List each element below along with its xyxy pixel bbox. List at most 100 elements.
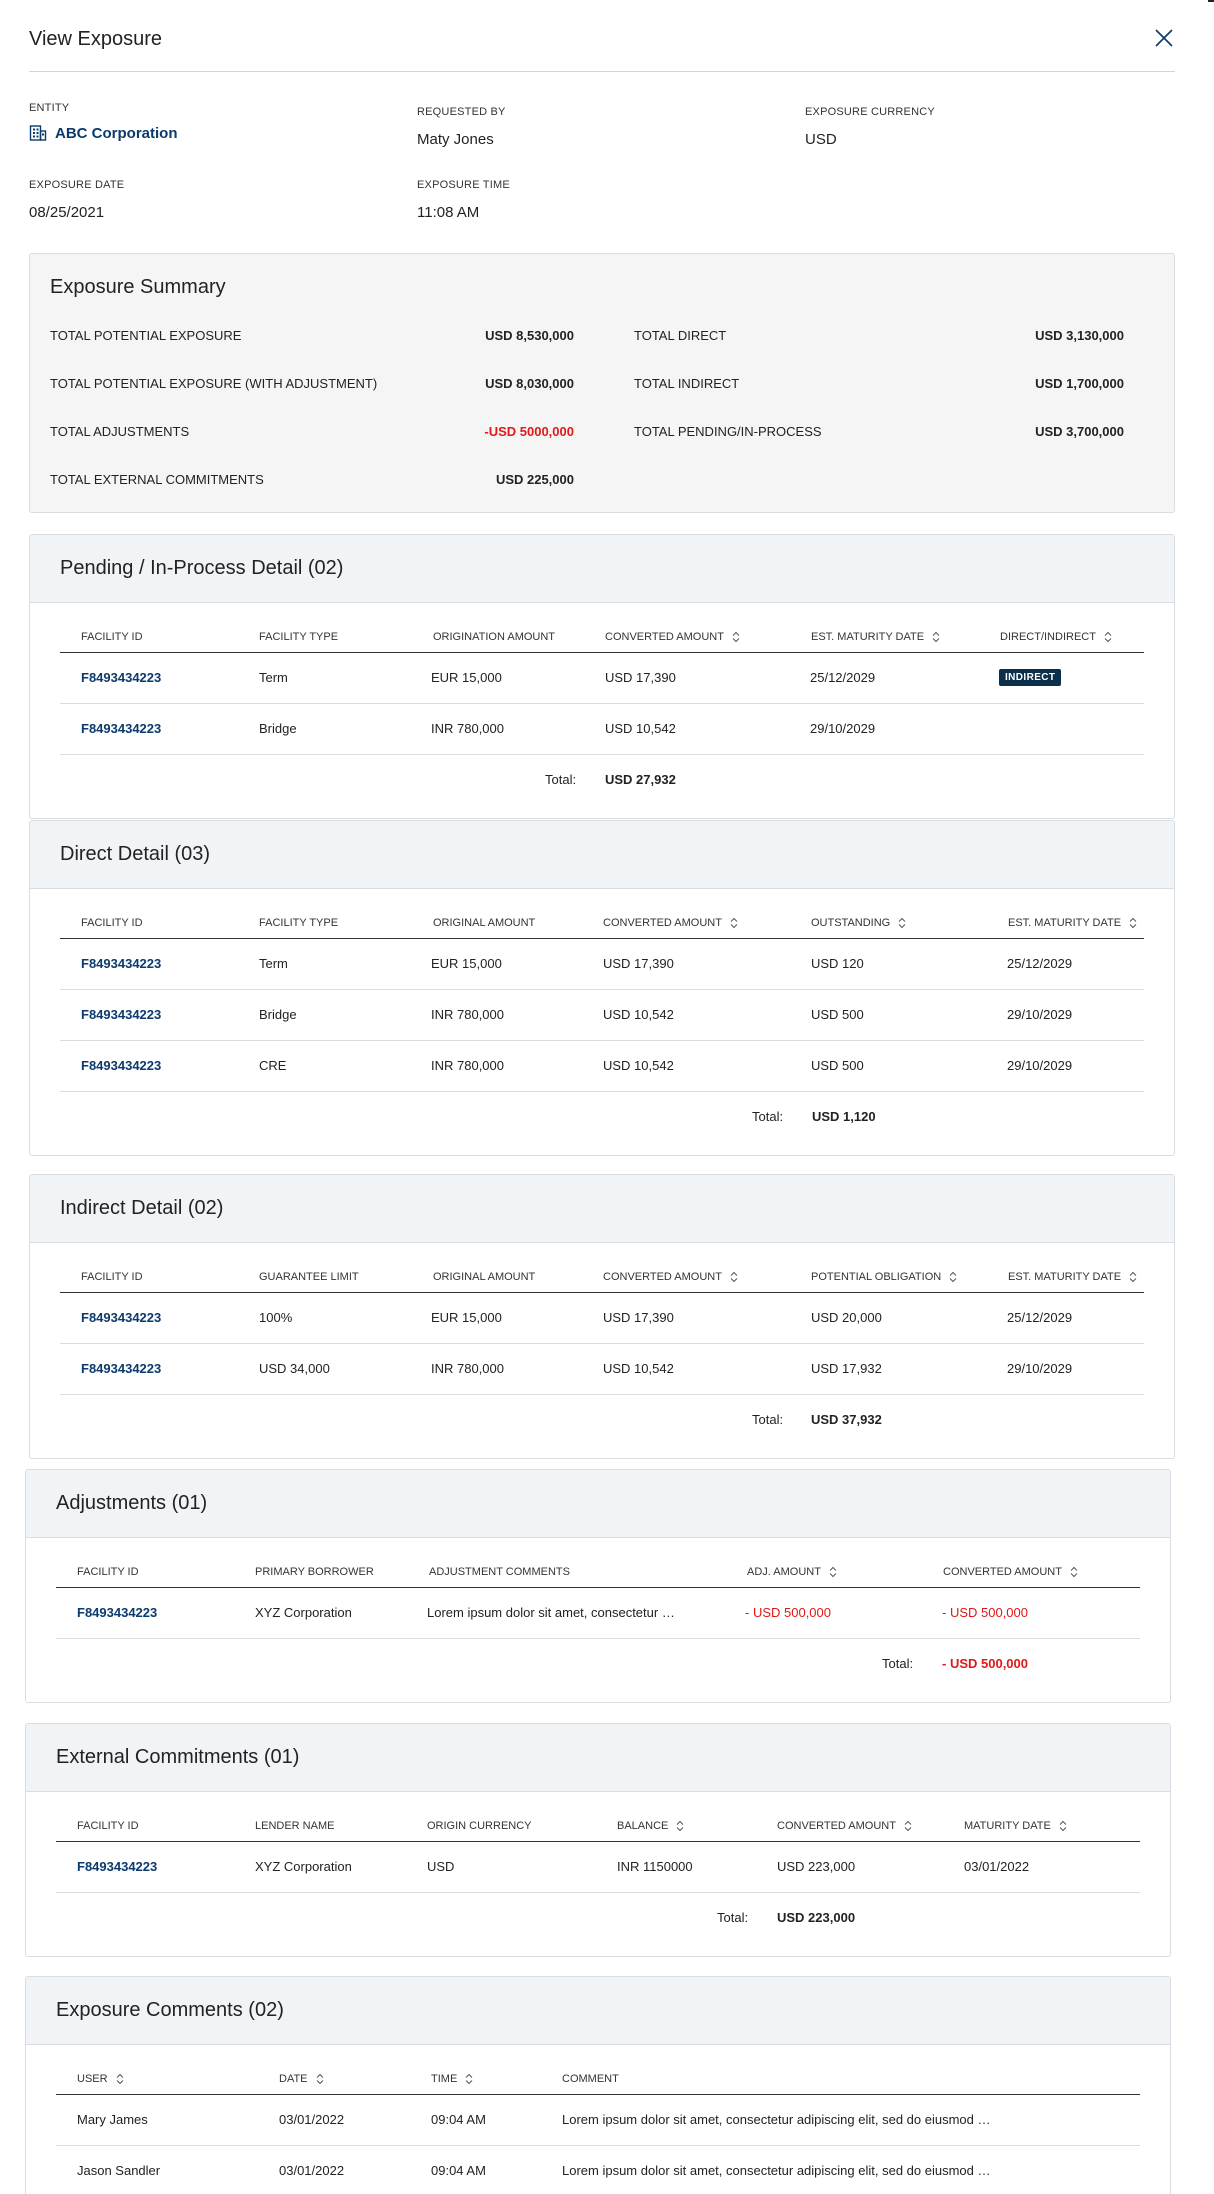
panel-header: Exposure Comments (02) bbox=[26, 1977, 1170, 2045]
building-icon bbox=[29, 125, 47, 141]
column-header-sortable[interactable]: CONVERTED AMOUNT bbox=[605, 631, 740, 643]
column-header: ORIGINAL AMOUNT bbox=[433, 1271, 536, 1283]
column-header-sortable[interactable]: CONVERTED AMOUNT bbox=[603, 1271, 738, 1283]
column-header: ORIGINAL AMOUNT bbox=[433, 917, 536, 929]
table-cell: Term bbox=[259, 956, 288, 971]
table-total-row: Total: USD 37,932 bbox=[60, 1395, 1144, 1445]
table-cell-negative: - USD 500,000 bbox=[942, 1605, 1028, 1620]
table-cell: Jason Sandler bbox=[77, 2163, 161, 2178]
table-total-row: Total: USD 1,120 bbox=[60, 1092, 1144, 1142]
summary-value: USD 8,030,000 bbox=[485, 376, 574, 391]
table-total-row: Total: USD 223,000 bbox=[56, 1893, 1140, 1943]
sort-icon[interactable] bbox=[904, 1820, 912, 1832]
table-row: Jason Sandler 03/01/2022 09:04 AM Lorem … bbox=[56, 2146, 1140, 2194]
sort-icon[interactable] bbox=[116, 2073, 124, 2085]
table-cell: EUR 15,000 bbox=[431, 1310, 502, 1325]
sort-icon[interactable] bbox=[730, 1271, 738, 1283]
total-value: USD 1,120 bbox=[812, 1109, 876, 1124]
sort-icon[interactable] bbox=[316, 2073, 324, 2085]
sort-icon[interactable] bbox=[1129, 917, 1137, 929]
table-cell: USD 17,390 bbox=[603, 1310, 674, 1325]
facility-id-link[interactable]: F8493434223 bbox=[81, 670, 162, 685]
column-header-sortable[interactable]: EST. MATURITY DATE bbox=[1008, 917, 1137, 929]
table-row: F8493434223 USD 34,000 INR 780,000 USD 1… bbox=[60, 1344, 1144, 1395]
adjustments-table: FACILITY ID PRIMARY BORROWER ADJUSTMENT … bbox=[56, 1558, 1140, 1689]
column-header: FACILITY TYPE bbox=[259, 631, 339, 643]
sort-icon[interactable] bbox=[829, 1566, 837, 1578]
entity-link[interactable]: ABC Corporation bbox=[29, 124, 178, 142]
column-header-sortable[interactable]: POTENTIAL OBLIGATION bbox=[811, 1271, 957, 1283]
table-row: F8493434223 Term EUR 15,000 USD 17,390 U… bbox=[60, 939, 1144, 990]
facility-id-link[interactable]: F8493434223 bbox=[81, 956, 162, 971]
column-header: FACILITY ID bbox=[81, 1271, 143, 1283]
exposure-date-value: 08/25/2021 bbox=[29, 204, 105, 221]
panel-header: Indirect Detail (02) bbox=[30, 1175, 1174, 1243]
sort-icon[interactable] bbox=[676, 1820, 684, 1832]
total-value: USD 27,932 bbox=[605, 772, 676, 787]
sort-icon[interactable] bbox=[465, 2073, 473, 2085]
column-header-sortable[interactable]: CONVERTED AMOUNT bbox=[943, 1566, 1078, 1578]
entity-label: ENTITY bbox=[29, 102, 70, 114]
column-header-sortable[interactable]: EST. MATURITY DATE bbox=[1008, 1271, 1137, 1283]
indirect-detail-panel: Indirect Detail (02) FACILITY ID GUARANT… bbox=[29, 1174, 1175, 1459]
facility-id-link[interactable]: F8493434223 bbox=[81, 1361, 162, 1376]
sort-icon[interactable] bbox=[898, 917, 906, 929]
facility-id-link[interactable]: F8493434223 bbox=[81, 1310, 162, 1325]
column-header-sortable[interactable]: TIME bbox=[431, 2073, 473, 2085]
sort-icon[interactable] bbox=[1129, 1271, 1137, 1283]
summary-label: TOTAL POTENTIAL EXPOSURE bbox=[50, 328, 242, 343]
column-header-sortable[interactable]: MATURITY DATE bbox=[964, 1820, 1067, 1832]
entity-value[interactable]: ABC Corporation bbox=[55, 124, 178, 142]
column-header-sortable[interactable]: ADJ. AMOUNT bbox=[747, 1566, 837, 1578]
column-header-sortable[interactable]: DIRECT/INDIRECT bbox=[1000, 631, 1112, 643]
sort-icon[interactable] bbox=[1104, 631, 1112, 643]
column-header-sortable[interactable]: CONVERTED AMOUNT bbox=[603, 917, 738, 929]
panel-title: Adjustments (01) bbox=[56, 1492, 208, 1514]
table-row: F8493434223 CRE INR 780,000 USD 10,542 U… bbox=[60, 1041, 1144, 1092]
exposure-summary: Exposure Summary TOTAL POTENTIAL EXPOSUR… bbox=[29, 253, 1175, 513]
table-cell: Lorem ipsum dolor sit amet, consectetur … bbox=[562, 2163, 991, 2178]
sort-icon[interactable] bbox=[949, 1271, 957, 1283]
table-cell: INDIRECT bbox=[999, 668, 1062, 686]
sort-icon[interactable] bbox=[732, 631, 740, 643]
table-cell: 29/10/2029 bbox=[1007, 1058, 1073, 1073]
table-row: F8493434223 Bridge INR 780,000 USD 10,54… bbox=[60, 704, 1144, 755]
sort-icon[interactable] bbox=[1070, 1566, 1078, 1578]
page-title: View Exposure bbox=[29, 28, 163, 50]
table-cell: USD 500 bbox=[811, 1007, 864, 1022]
sort-icon[interactable] bbox=[730, 917, 738, 929]
column-header-sortable[interactable]: CONVERTED AMOUNT bbox=[777, 1820, 912, 1832]
column-header-sortable[interactable]: EST. MATURITY DATE bbox=[811, 631, 940, 643]
column-header: PRIMARY BORROWER bbox=[255, 1566, 374, 1578]
facility-id-link[interactable]: F8493434223 bbox=[81, 1058, 162, 1073]
pending-table: FACILITY ID FACILITY TYPE ORIGINATION AM… bbox=[60, 623, 1144, 805]
column-header-sortable[interactable]: USER bbox=[77, 2073, 124, 2085]
facility-id-link[interactable]: F8493434223 bbox=[81, 721, 162, 736]
table-header: FACILITY ID FACILITY TYPE ORIGINATION AM… bbox=[60, 623, 1144, 653]
table-cell: Term bbox=[259, 670, 288, 685]
table-row: F8493434223 Term EUR 15,000 USD 17,390 2… bbox=[60, 653, 1144, 704]
total-label: Total: bbox=[882, 1656, 914, 1671]
sort-icon[interactable] bbox=[932, 631, 940, 643]
facility-id-link[interactable]: F8493434223 bbox=[77, 1859, 158, 1874]
summary-value: USD 3,700,000 bbox=[1035, 424, 1124, 439]
table-header: FACILITY ID GUARANTEE LIMIT ORIGINAL AMO… bbox=[60, 1263, 1144, 1293]
column-header-sortable[interactable]: BALANCE bbox=[617, 1820, 684, 1832]
table-cell: USD 17,932 bbox=[811, 1361, 882, 1376]
table-cell: Bridge bbox=[259, 1007, 297, 1022]
sort-icon[interactable] bbox=[1059, 1820, 1067, 1832]
total-value-negative: - USD 500,000 bbox=[942, 1656, 1028, 1671]
table-row: F8493434223 XYZ Corporation Lorem ipsum … bbox=[56, 1588, 1140, 1639]
close-icon[interactable] bbox=[1153, 27, 1175, 49]
facility-id-link[interactable]: F8493434223 bbox=[77, 1605, 158, 1620]
table-cell: USD 20,000 bbox=[811, 1310, 882, 1325]
column-header-sortable[interactable]: DATE bbox=[279, 2073, 324, 2085]
pending-detail-panel: Pending / In-Process Detail (02) FACILIT… bbox=[29, 534, 1175, 819]
top-edge-mark bbox=[1208, 0, 1214, 2]
table-cell: 29/10/2029 bbox=[1007, 1007, 1073, 1022]
summary-title: Exposure Summary bbox=[50, 276, 226, 298]
facility-id-link[interactable]: F8493434223 bbox=[81, 1007, 162, 1022]
column-header-sortable[interactable]: OUTSTANDING bbox=[811, 917, 906, 929]
table-cell: CRE bbox=[259, 1058, 287, 1073]
panel-title: Direct Detail (03) bbox=[60, 843, 211, 865]
